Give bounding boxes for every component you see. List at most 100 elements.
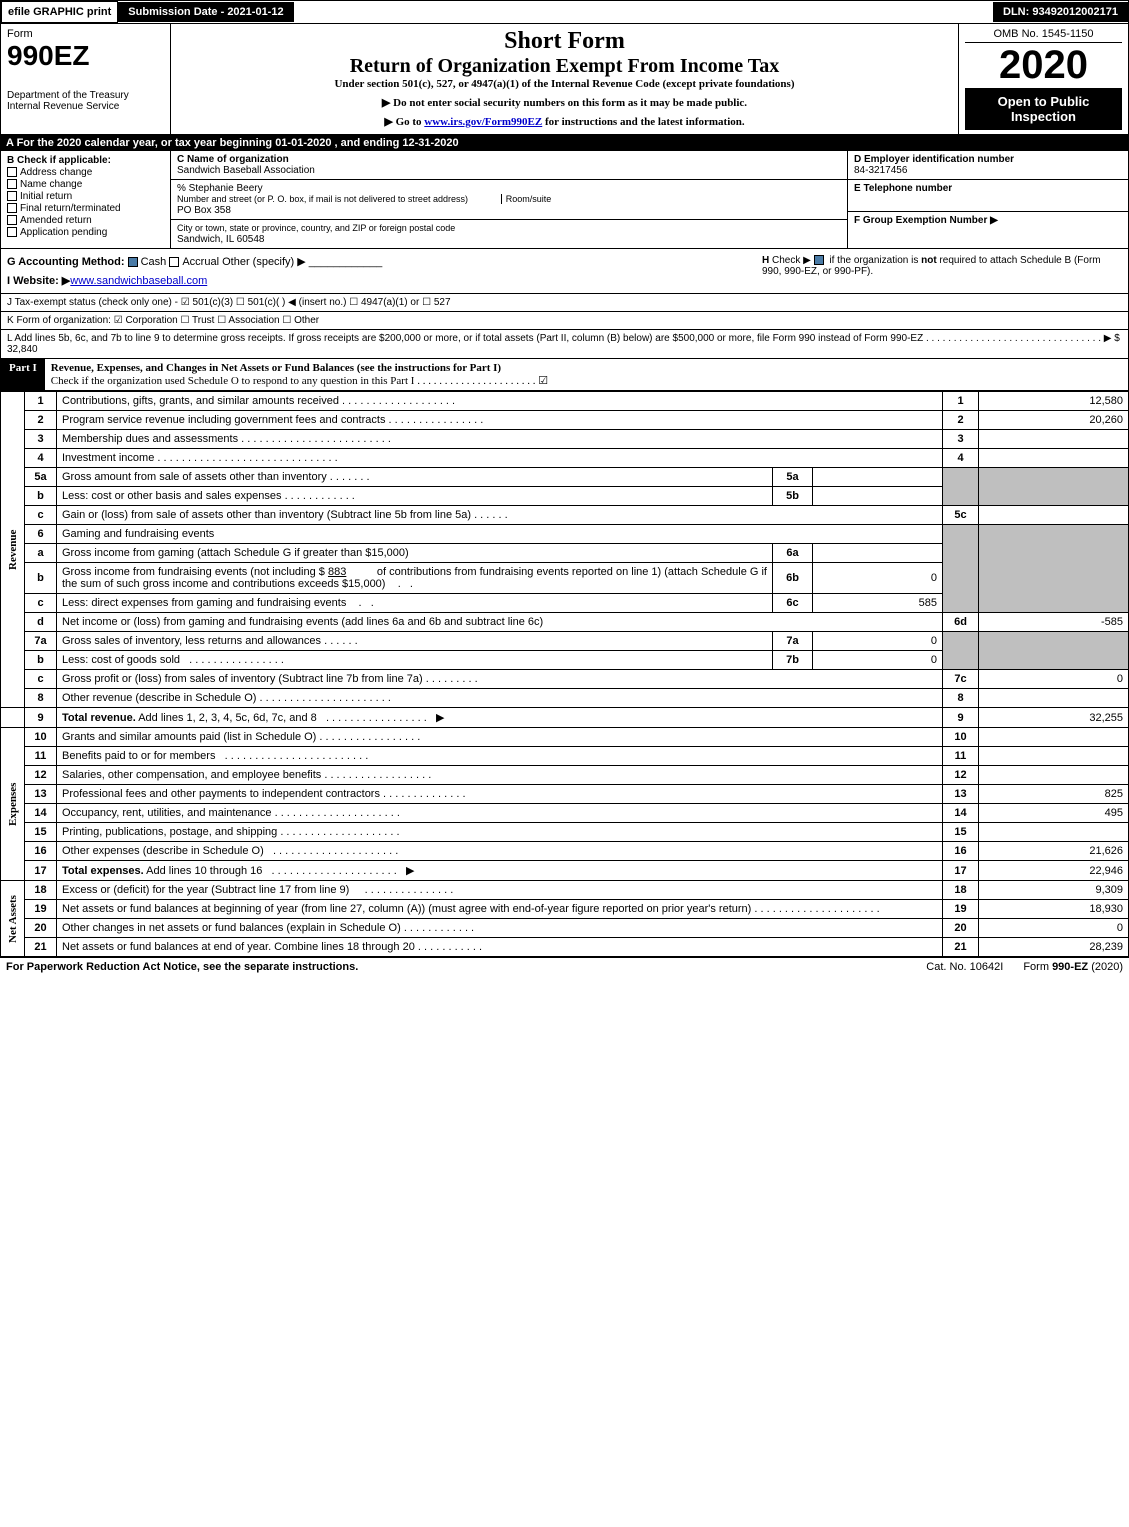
l7ab-grey: [943, 632, 979, 670]
l4-amt: [979, 449, 1129, 468]
l19-desc: Net assets or fund balances at beginning…: [57, 900, 943, 919]
l16-desc: Other expenses (describe in Schedule O) …: [57, 842, 943, 861]
check-application-pending[interactable]: Application pending: [7, 227, 164, 238]
city: Sandwich, IL 60548: [177, 234, 264, 245]
l3-ln: 3: [943, 430, 979, 449]
form-header: Form 990EZ Department of the Treasury In…: [0, 24, 1129, 135]
website-link[interactable]: www.sandwichbaseball.com: [70, 275, 207, 287]
l2-amt: 20,260: [979, 411, 1129, 430]
l6b-desc: Gross income from fundraising events (no…: [57, 563, 773, 594]
l12-amt: [979, 766, 1129, 785]
section-b-title: B Check if applicable:: [7, 155, 111, 166]
l5a-mval: [813, 468, 943, 487]
l5a-num: 5a: [25, 468, 57, 487]
check-name-change[interactable]: Name change: [7, 179, 164, 190]
l5ab-grey: [943, 468, 979, 506]
section-b: B Check if applicable: Address change Na…: [1, 151, 171, 248]
l7a-desc: Gross sales of inventory, less returns a…: [57, 632, 773, 651]
l6-num: 6: [25, 525, 57, 544]
cash-checkbox[interactable]: [128, 257, 138, 267]
form-footer: Form 990-EZ (2020): [1023, 961, 1123, 973]
accounting-label: G Accounting Method:: [7, 256, 125, 268]
header-center: Short Form Return of Organization Exempt…: [171, 24, 958, 134]
l3-desc: Membership dues and assessments . . . . …: [57, 430, 943, 449]
l6-grey: [943, 525, 979, 613]
l1-ln: 1: [943, 392, 979, 411]
l6a-desc: Gross income from gaming (attach Schedul…: [57, 544, 773, 563]
schedule-b-not-required-checkbox[interactable]: [814, 255, 824, 265]
l5a-mid: 5a: [773, 468, 813, 487]
l5b-mid: 5b: [773, 487, 813, 506]
check-final-return[interactable]: Final return/terminated: [7, 203, 164, 214]
l21-num: 21: [25, 938, 57, 957]
l4-num: 4: [25, 449, 57, 468]
no-ssn-note: ▶ Do not enter social security numbers o…: [177, 96, 952, 109]
l19-ln: 19: [943, 900, 979, 919]
header-right: OMB No. 1545-1150 2020 Open to Public In…: [958, 24, 1128, 134]
l4-desc: Investment income . . . . . . . . . . . …: [57, 449, 943, 468]
l2-ln: 2: [943, 411, 979, 430]
revenue-side-label: Revenue: [1, 392, 25, 708]
website-label: I Website: ▶: [7, 275, 70, 287]
l20-amt: 0: [979, 919, 1129, 938]
section-def: D Employer identification number 84-3217…: [848, 151, 1128, 248]
row-h: H Check ▶ if the organization is not req…: [762, 255, 1122, 277]
l6c-mid: 6c: [773, 594, 813, 613]
l7c-ln: 7c: [943, 670, 979, 689]
check-initial-return[interactable]: Initial return: [7, 191, 164, 202]
l8-num: 8: [25, 689, 57, 708]
l5b-mval: [813, 487, 943, 506]
part1-check: Check if the organization used Schedule …: [51, 375, 554, 387]
l7b-mid: 7b: [773, 651, 813, 670]
return-title: Return of Organization Exempt From Incom…: [177, 55, 952, 78]
l13-desc: Professional fees and other payments to …: [57, 785, 943, 804]
l20-desc: Other changes in net assets or fund bala…: [57, 919, 943, 938]
dept-treasury: Department of the Treasury: [7, 90, 164, 101]
l6b-num: b: [25, 563, 57, 594]
irs-link[interactable]: www.irs.gov/Form990EZ: [424, 116, 542, 128]
ein: 84-3217456: [854, 165, 907, 176]
l6a-mval: [813, 544, 943, 563]
name-label: C Name of organization: [177, 154, 289, 165]
row-l: L Add lines 5b, 6c, and 7b to line 9 to …: [0, 330, 1129, 359]
l13-ln: 13: [943, 785, 979, 804]
l6a-num: a: [25, 544, 57, 563]
l18-num: 18: [25, 881, 57, 900]
check-amended-return[interactable]: Amended return: [7, 215, 164, 226]
l7a-mid: 7a: [773, 632, 813, 651]
tax-year: 2020: [965, 43, 1122, 88]
l5b-desc: Less: cost or other basis and sales expe…: [57, 487, 773, 506]
room-label: Room/suite: [501, 194, 552, 204]
efile-print-button[interactable]: efile GRAPHIC print: [1, 1, 118, 23]
l6d-desc: Net income or (loss) from gaming and fun…: [57, 613, 943, 632]
l5b-num: b: [25, 487, 57, 506]
other-label: Other (specify) ▶: [222, 256, 306, 268]
check-address-change[interactable]: Address change: [7, 167, 164, 178]
l6d-num: d: [25, 613, 57, 632]
l5ab-grey-amt: [979, 468, 1129, 506]
l21-desc: Net assets or fund balances at end of ye…: [57, 938, 943, 957]
l2-num: 2: [25, 411, 57, 430]
l6a-mid: 6a: [773, 544, 813, 563]
part1-label: Part I: [1, 359, 45, 390]
l6b-mid: 6b: [773, 563, 813, 594]
telephone-label: E Telephone number: [854, 183, 952, 194]
l6c-mval: 585: [813, 594, 943, 613]
l14-num: 14: [25, 804, 57, 823]
l6d-ln: 6d: [943, 613, 979, 632]
open-to-public: Open to Public Inspection: [965, 88, 1122, 130]
l17-ln: 17: [943, 861, 979, 881]
l15-desc: Printing, publications, postage, and shi…: [57, 823, 943, 842]
l16-amt: 21,626: [979, 842, 1129, 861]
l5a-desc: Gross amount from sale of assets other t…: [57, 468, 773, 487]
l19-num: 19: [25, 900, 57, 919]
l12-num: 12: [25, 766, 57, 785]
tax-period: A For the 2020 calendar year, or tax yea…: [0, 135, 1129, 151]
l21-amt: 28,239: [979, 938, 1129, 957]
l7b-num: b: [25, 651, 57, 670]
paperwork-notice: For Paperwork Reduction Act Notice, see …: [6, 961, 358, 973]
dln: DLN: 93492012002171: [993, 2, 1128, 22]
accrual-checkbox[interactable]: [169, 257, 179, 267]
part1-title: Revenue, Expenses, and Changes in Net As…: [51, 362, 501, 374]
l13-amt: 825: [979, 785, 1129, 804]
